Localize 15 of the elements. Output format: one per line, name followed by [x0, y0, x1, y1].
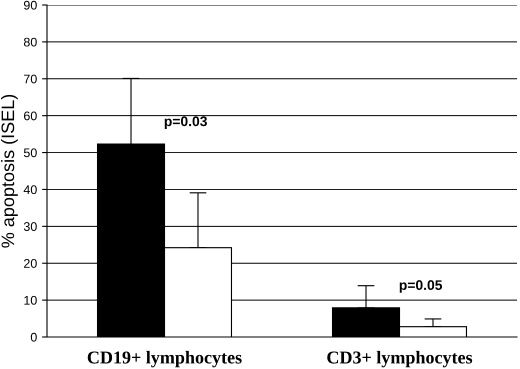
y-tick-label: 20 [24, 259, 37, 268]
y-axis-title: % apoptosis (ISEL) [0, 94, 18, 248]
x-tick-label: CD19+ lymphocytes [88, 350, 242, 368]
y-tick-label: 90 [24, 0, 37, 10]
y-tick-label: 50 [24, 148, 37, 158]
x-tick-label: CD3+ lymphocytes [327, 350, 472, 368]
y-tick-label: 40 [24, 185, 37, 194]
y-tick-label: 60 [24, 111, 37, 120]
y-tick-label: 70 [24, 74, 37, 84]
y-tick-label: 0 [30, 332, 37, 342]
y-tick-label: 10 [24, 296, 37, 305]
annotation: p=0.05 [400, 280, 442, 293]
y-tick-label: 30 [24, 222, 37, 231]
annotation: p=0.03 [164, 116, 207, 129]
y-tick-label: 80 [24, 38, 37, 47]
